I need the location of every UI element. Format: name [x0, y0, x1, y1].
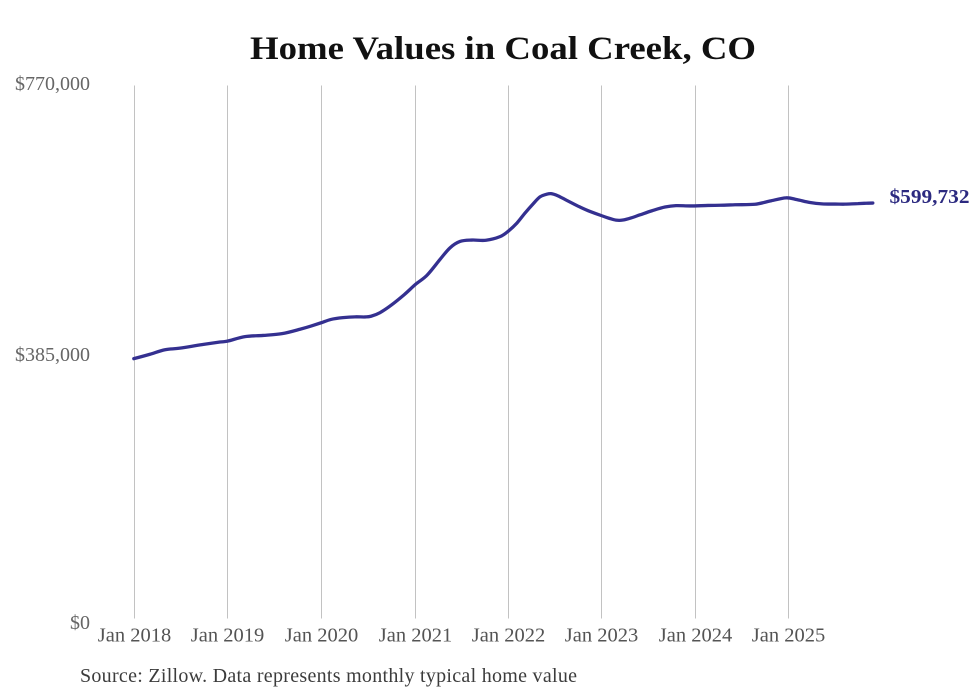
svg-text:$599,732: $599,732: [890, 186, 970, 208]
svg-text:$770,000: $770,000: [15, 73, 90, 95]
svg-text:$385,000: $385,000: [15, 344, 90, 366]
svg-text:Home Values in Coal Creek, CO: Home Values in Coal Creek, CO: [250, 31, 756, 67]
svg-text:Jan 2022: Jan 2022: [472, 625, 545, 647]
svg-text:Jan 2023: Jan 2023: [565, 625, 638, 647]
svg-text:Jan 2025: Jan 2025: [752, 625, 825, 647]
svg-text:Jan 2024: Jan 2024: [659, 625, 732, 647]
svg-text:Jan 2019: Jan 2019: [191, 625, 264, 647]
svg-text:$0: $0: [70, 612, 90, 634]
svg-text:Source: Zillow. Data represent: Source: Zillow. Data represents monthly …: [80, 665, 577, 687]
svg-text:Jan 2020: Jan 2020: [285, 625, 358, 647]
svg-text:Jan 2018: Jan 2018: [98, 625, 171, 647]
svg-text:Jan 2021: Jan 2021: [379, 625, 452, 647]
